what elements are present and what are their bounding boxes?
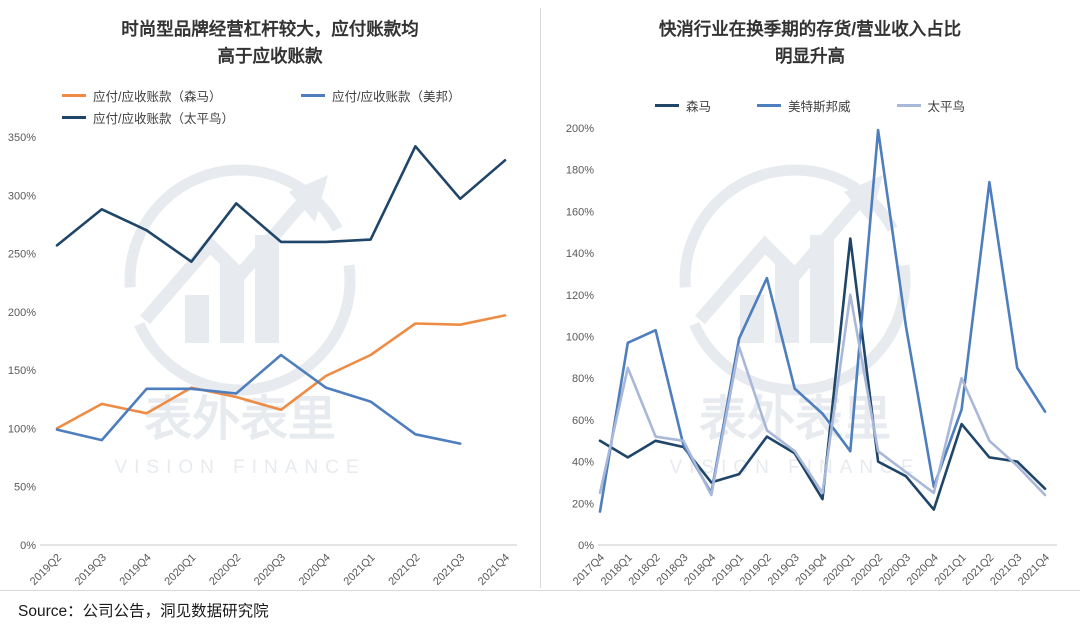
line-series-2: [598, 293, 1047, 497]
x-tick-label: 2020Q4: [297, 552, 333, 588]
line-chart: 0% 20% 40% 60% 80% 100% 120% 140% 160% 180% 200% 20…: [566, 123, 1057, 588]
y-tick-label: 0%: [578, 540, 594, 552]
legend-item: 美特斯邦威: [756, 96, 851, 115]
x-tick-label: 2021Q2: [386, 552, 422, 588]
line-series-0: [55, 314, 507, 430]
legend-line-marker: [301, 93, 325, 97]
watermark-arrow: [695, 197, 863, 325]
x-tick-label: 2021Q3: [431, 552, 467, 588]
source-note: Source：公司公告，洞见数据研究院: [18, 603, 269, 620]
y-tick-label: 0%: [20, 540, 36, 552]
y-tick-label: 200%: [566, 123, 594, 135]
line-chart: 0%50%100%150%200%250%300%350%2019Q2 2019Q…: [8, 132, 517, 588]
y-tick-label: 250%: [8, 249, 36, 261]
legend-item: 太平鸟: [896, 96, 966, 115]
line-series-1: [55, 353, 462, 445]
x-tick-label: 2020Q3: [252, 552, 288, 588]
watermark-logo: 表外表里 VISION FINANCE: [630, 130, 960, 495]
watermark-arrow: [140, 197, 308, 325]
legend-line-marker: [756, 103, 781, 107]
legend-label: 应付/应收账款（太平鸟）: [93, 111, 234, 126]
legend-label: 应付/应收账款（森马）: [93, 89, 222, 104]
footer-divider: [0, 590, 1080, 591]
y-tick-label: 80%: [572, 373, 594, 385]
watermark-bar: [185, 295, 209, 343]
chart-title: 快消行业在换季期的存货/营业收入占比 明显升高: [540, 16, 1080, 70]
y-tick-label: 300%: [8, 190, 36, 202]
legend-label: 太平鸟: [927, 99, 966, 114]
y-tick-label: 20%: [572, 498, 594, 510]
x-tick-label: 2021Q4: [476, 552, 512, 588]
y-tick-label: 40%: [572, 457, 594, 469]
x-tick-label: 2020Q2: [207, 552, 243, 588]
x-tick-label: 2019Q4: [118, 552, 154, 588]
watermark-text-cn: 表外表里: [699, 393, 891, 446]
x-tick-label: 2021Q1: [342, 552, 378, 588]
y-tick-label: 100%: [566, 332, 594, 344]
y-tick-label: 180%: [566, 165, 594, 177]
watermark-text-en: VISION FINANCE: [669, 457, 920, 478]
chart-panel-inventory: 表外表里 VISION FINANCE 快消行业在换季期的存货/营业收入占比 明显升…: [540, 0, 1080, 590]
legend-line-marker: [62, 93, 86, 97]
legend-item: 应付/应收账款（太平鸟）: [62, 108, 310, 127]
watermark-text-en: VISION FINANCE: [114, 457, 365, 478]
x-tick-label: 2019Q3: [73, 552, 109, 588]
y-tick-label: 350%: [8, 132, 36, 144]
x-tick-label: 2021Q4: [1016, 552, 1052, 588]
y-tick-label: 100%: [8, 423, 36, 435]
watermark-bar: [810, 235, 834, 343]
watermark-graphic: 表外表里 VISION FINANCE: [669, 164, 920, 478]
legend-label: 美特斯邦威: [787, 99, 851, 114]
legend-item: 应付/应收账款（森马）: [62, 86, 301, 105]
y-tick-label: 120%: [566, 290, 594, 302]
y-tick-label: 160%: [566, 206, 594, 218]
line-series-0: [598, 237, 1047, 511]
legend-row: 应付/应收账款（森马） 应付/应收账款（美邦）: [0, 84, 540, 106]
legend-row: 森马 美特斯邦威 太平鸟: [540, 94, 1080, 116]
chart-panel-payables: 表外表里 VISION FINANCE 时尚型品牌经营杠杆较大，应付账款均 高于应收…: [0, 0, 540, 590]
legend-label: 森马: [685, 99, 711, 114]
y-tick-label: 140%: [566, 248, 594, 260]
panel-divider: [540, 8, 541, 588]
legend-label: 应付/应收账款（美邦）: [332, 89, 461, 104]
y-tick-label: 150%: [8, 365, 36, 377]
y-tick-label: 200%: [8, 307, 36, 319]
chart-title-line: 明显升高: [775, 46, 845, 66]
watermark-arrowhead: [289, 175, 328, 222]
legend-line-marker: [896, 103, 921, 107]
chart-title-line: 高于应收账款: [217, 46, 323, 66]
legend-item: 应付/应收账款（美邦）: [301, 86, 540, 105]
x-tick-label: 2020Q1: [162, 552, 198, 588]
chart-title-line: 时尚型品牌经营杠杆较大，应付账款均: [121, 19, 419, 39]
legend-row: 应付/应收账款（太平鸟）: [0, 106, 540, 128]
legend-line-marker: [654, 103, 679, 107]
chart-legend: 森马 美特斯邦威 太平鸟: [540, 94, 1080, 116]
chart-legend: 应付/应收账款（森马） 应付/应收账款（美邦） 应付/应收账款（太平鸟）: [0, 84, 540, 128]
chart-title-line: 快消行业在换季期的存货/营业收入占比: [658, 19, 962, 39]
y-tick-label: 50%: [14, 482, 36, 494]
x-tick-label: 2019Q2: [28, 552, 64, 588]
watermark-text-cn: 表外表里: [144, 393, 336, 446]
watermark-bar: [740, 295, 764, 343]
watermark-bar: [255, 235, 279, 343]
legend-line-marker: [62, 115, 86, 119]
legend-item: 森马: [654, 96, 711, 115]
line-series-2: [55, 145, 507, 263]
chart-title: 时尚型品牌经营杠杆较大，应付账款均 高于应收账款: [0, 16, 540, 70]
watermark-bar: [220, 265, 244, 343]
line-series-1: [598, 128, 1047, 513]
y-tick-label: 60%: [572, 415, 594, 427]
